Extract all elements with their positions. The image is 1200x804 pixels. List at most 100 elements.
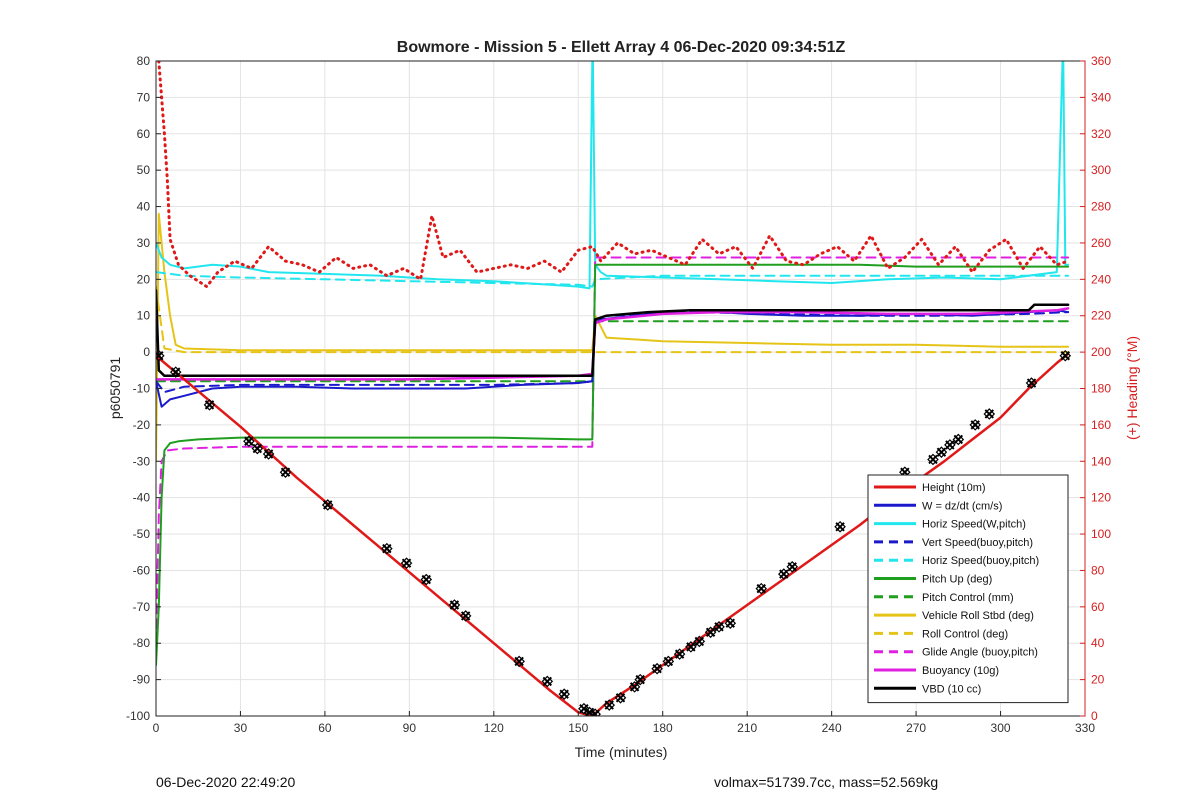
right-tick-label: 260 xyxy=(1091,236,1111,250)
dive-marker-diamond xyxy=(459,610,472,622)
dive-marker-diamond xyxy=(693,635,706,648)
dive-marker-diamond xyxy=(944,439,956,451)
right-tick-label: 40 xyxy=(1091,636,1105,650)
y-axis-ticks: -100-90-80-70-60-50-40-30-20-10010203040… xyxy=(126,54,161,723)
right-tick-label: 140 xyxy=(1091,454,1111,468)
right-tick-label: 100 xyxy=(1091,527,1111,541)
footer-stats: volmax=51739.7cc, mass=52.569kg xyxy=(714,774,939,790)
y-tick-label: 50 xyxy=(137,163,151,177)
dive-marker-diamond xyxy=(777,568,790,580)
legend-entry: Vehicle Roll Stbd (deg) xyxy=(922,610,1034,622)
dive-marker-diamond xyxy=(448,599,461,611)
legend-entry: Roll Control (deg) xyxy=(922,628,1008,640)
dive-marker-diamond xyxy=(420,573,433,586)
series-line-horiz-speed-buoy-pitch xyxy=(156,271,1070,288)
right-tick-label: 0 xyxy=(1091,709,1098,723)
right-tick-label: 200 xyxy=(1091,345,1111,359)
y-tick-label: -90 xyxy=(133,673,151,687)
footer-timestamp: 06-Dec-2020 22:49:20 xyxy=(156,774,296,790)
right-tick-label: 280 xyxy=(1091,200,1111,214)
dive-marker-diamond xyxy=(541,675,554,688)
x-tick-label: 30 xyxy=(234,721,248,735)
legend-entry: Buoyancy (10g) xyxy=(922,665,999,677)
right-tick-label: 340 xyxy=(1091,90,1111,104)
right-tick-label: 120 xyxy=(1091,491,1111,505)
x-tick-label: 120 xyxy=(484,721,504,735)
legend-entry: VBD (10 cc) xyxy=(922,683,981,695)
legend-entry: Pitch Up (deg) xyxy=(922,574,992,586)
right-tick-label: 160 xyxy=(1091,418,1111,432)
y-tick-label: 30 xyxy=(137,236,151,250)
legend-entry: Pitch Control (mm) xyxy=(922,592,1014,604)
dive-marker-diamond xyxy=(614,692,627,704)
dive-marker-diamond xyxy=(685,641,697,653)
right-tick-label: 80 xyxy=(1091,563,1105,577)
dive-marker-diamond xyxy=(969,419,982,431)
dive-marker-diamond xyxy=(262,448,275,460)
dive-marker-diamond xyxy=(628,681,641,693)
dive-marker-diamond xyxy=(251,442,264,455)
y-tick-label: 20 xyxy=(137,272,151,286)
right-axis-label: (+) Heading (°M) xyxy=(1124,336,1140,440)
dive-marker-diamond xyxy=(983,408,996,420)
legend-entry: Horiz Speed(buoy,pitch) xyxy=(922,555,1039,567)
y-tick-label: 0 xyxy=(143,345,150,359)
y-tick-label: -50 xyxy=(133,527,151,541)
legend: Height (10m) W = dz/dt (cm/s) Horiz Speed(… xyxy=(867,474,1069,704)
legend-entry: Height (10m) xyxy=(922,482,986,494)
dive-marker-diamond xyxy=(589,708,601,716)
y-tick-label: 40 xyxy=(137,200,151,214)
right-tick-label: 60 xyxy=(1091,600,1105,614)
dive-marker-diamond xyxy=(603,699,616,711)
x-tick-label: 300 xyxy=(991,721,1011,735)
y-tick-label: -20 xyxy=(133,418,151,432)
legend-entry: Horiz Speed(W,pitch) xyxy=(922,519,1026,531)
dive-marker-diamond xyxy=(651,662,663,675)
dive-marker-diamond xyxy=(935,446,948,458)
x-axis-ticks: 0 30 60 90 120 150 180 210 240 270 300 330 xyxy=(153,711,1095,735)
series-group xyxy=(156,61,1070,716)
series-line-pitch-up-deg xyxy=(156,263,1070,667)
chart-title: Bowmore - Mission 5 - Ellett Array 4 06-… xyxy=(397,39,846,56)
dive-marker-diamond xyxy=(952,433,965,446)
dive-marker-diamond xyxy=(927,453,939,466)
y-tick-label: -60 xyxy=(133,563,151,577)
right-tick-label: 300 xyxy=(1091,163,1111,177)
legend-entry: W = dz/dt (cm/s) xyxy=(922,500,1002,512)
y-tick-label: 10 xyxy=(137,309,151,323)
dive-marker-diamond xyxy=(713,621,725,633)
x-tick-label: 0 xyxy=(153,721,160,735)
y-tick-label: -100 xyxy=(126,709,150,723)
dive-marker-diamond xyxy=(834,520,846,533)
dive-marker-diamond xyxy=(634,673,647,686)
dive-marker-diamond xyxy=(243,435,255,448)
dive-marker-diamond xyxy=(662,655,675,668)
dive-marker-diamond xyxy=(400,557,413,569)
legend-entry: Glide Angle (buoy,pitch) xyxy=(922,647,1038,659)
dive-marker-diamond xyxy=(321,499,334,511)
dive-marker-diamond xyxy=(704,626,717,639)
y-tick-label: -30 xyxy=(133,454,151,468)
y-tick-label: -80 xyxy=(133,636,151,650)
right-tick-label: 320 xyxy=(1091,127,1111,141)
y-tick-label: 60 xyxy=(137,127,151,141)
dive-marker-diamond xyxy=(381,542,393,555)
dive-marker-diamond xyxy=(673,648,686,660)
dive-marker-diamond xyxy=(1059,349,1072,362)
right-tick-label: 180 xyxy=(1091,382,1111,396)
series-line-glide-angle-buoy-pitch xyxy=(156,256,1070,645)
x-tick-label: 270 xyxy=(906,721,926,735)
dive-marker-diamond xyxy=(786,561,799,573)
y-tick-label: 70 xyxy=(137,90,151,104)
series-line-vehicle-roll-stbd-deg xyxy=(156,212,1070,463)
right-tick-label: 20 xyxy=(1091,673,1105,687)
series-line-horiz-speed-w-pitch xyxy=(156,61,1070,290)
x-tick-label: 330 xyxy=(1075,721,1095,735)
series-line-heading xyxy=(157,61,1070,289)
right-axis-ticks: 0 20 40 60 80 100 120 140 160 180 200 220 240 260 280 3… xyxy=(1080,54,1111,723)
y-tick-label: -40 xyxy=(133,491,151,505)
y-tick-label: 80 xyxy=(137,54,151,68)
dive-marker-diamond xyxy=(1025,377,1038,389)
dive-marker-diamond xyxy=(755,582,768,595)
